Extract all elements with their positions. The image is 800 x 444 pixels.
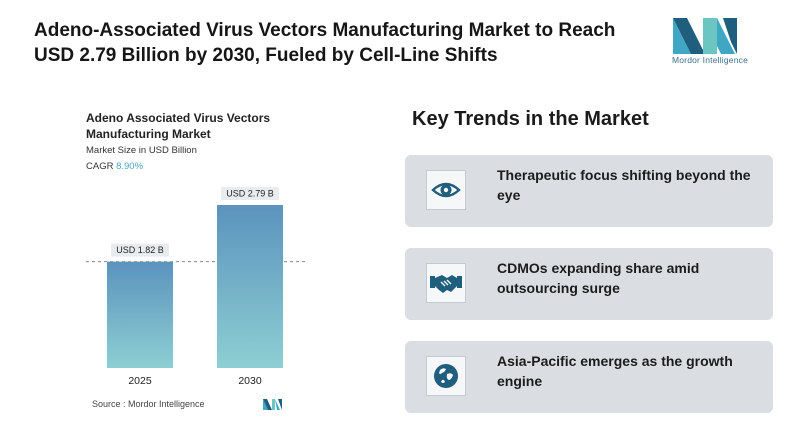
data-label-box-2030 bbox=[221, 187, 279, 200]
trend-card-asia-pacific: Asia-Pacific emerges as the growth engin… bbox=[405, 341, 773, 413]
brand-logo bbox=[665, 14, 755, 70]
trend-card-therapeutic-focus: Therapeutic focus shifting beyond the ey… bbox=[405, 155, 773, 227]
brand-name: Mordor Intelligence bbox=[671, 55, 749, 65]
trend-text: CDMOs expanding share amid outsourcing s… bbox=[497, 260, 700, 296]
chart-cagr: CAGR 8.90% bbox=[86, 161, 143, 172]
trend-card-cdmos: CDMOs expanding share amid outsourcing s… bbox=[405, 248, 773, 320]
x-tick-label-2025: 2025 bbox=[128, 375, 152, 387]
x-tick-label-2030: 2030 bbox=[238, 375, 262, 387]
trends-title: Key Trends in the Market bbox=[412, 108, 649, 130]
chart-subtitle: Market Size in USD Billion bbox=[86, 145, 197, 156]
cagr-label: CAGR bbox=[86, 161, 114, 172]
source-note: Source : Mordor Intelligence bbox=[92, 399, 205, 409]
trend-text: Therapeutic focus shifting beyond the ey… bbox=[497, 167, 751, 203]
data-label-2025: USD 1.82 B bbox=[116, 245, 164, 255]
data-label-2030: USD 2.79 B bbox=[226, 189, 274, 199]
handshake-icon bbox=[426, 263, 466, 303]
bar-2025 bbox=[107, 261, 173, 368]
bar-2030 bbox=[217, 205, 283, 368]
data-label-box-2025 bbox=[111, 243, 169, 257]
chart-title: Adeno Associated Virus Vectors Manufactu… bbox=[86, 111, 271, 141]
cagr-value: 8.90% bbox=[116, 161, 144, 172]
headline: Adeno-Associated Virus Vectors Manufactu… bbox=[34, 20, 616, 66]
trend-text: Asia-Pacific emerges as the growth engin… bbox=[497, 353, 733, 389]
source-logo bbox=[262, 397, 284, 415]
globe-icon bbox=[426, 356, 466, 396]
eye-icon bbox=[426, 170, 466, 210]
